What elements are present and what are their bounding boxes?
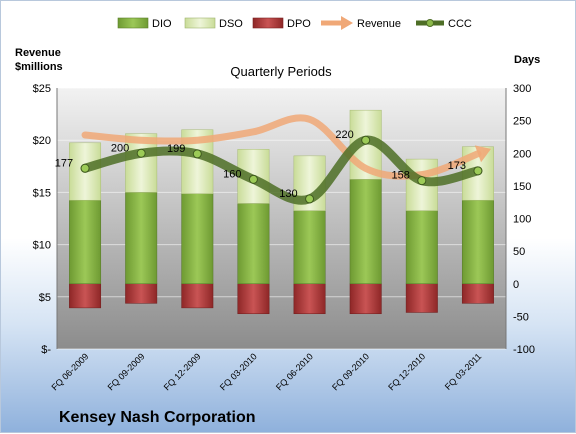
bar-dio (461, 199, 494, 284)
left-axis-title-line2: $millions (15, 61, 63, 73)
bar-dpo (293, 283, 326, 315)
left-tick-label: $10 (33, 240, 51, 252)
ccc-point (473, 166, 483, 176)
legend-swatch-dpo (252, 17, 284, 29)
legend-swatch-dio (117, 17, 149, 29)
legend-label-revenue: Revenue (357, 18, 401, 30)
left-axis-title-line1: Revenue (15, 47, 61, 59)
ccc-data-label: 173 (448, 160, 466, 172)
legend-label-dso: DSO (219, 18, 243, 30)
bars (69, 109, 494, 315)
right-tick-label: -50 (513, 311, 529, 323)
x-tick-label: FQ 06-2010 (274, 351, 315, 392)
left-tick-label: $15 (33, 187, 51, 199)
legend: DIO DSO DPO Revenue CCC (117, 16, 472, 30)
bar-dio (125, 192, 158, 284)
x-tick-label: FQ 09-2010 (330, 351, 371, 392)
chart-title: Quarterly Periods (230, 64, 332, 79)
revenue-arrowhead (474, 145, 492, 163)
bar-dio (237, 203, 270, 284)
left-tick-label: $- (41, 344, 51, 356)
bar-dpo (181, 283, 214, 309)
x-tick-label: FQ 12-2009 (162, 351, 203, 392)
legend-label-ccc: CCC (448, 18, 472, 30)
ccc-point (136, 148, 146, 158)
left-tick-label: $5 (39, 292, 51, 304)
ccc-data-label: 200 (111, 142, 129, 154)
bar-dpo (349, 283, 382, 315)
x-tick-label: FQ 06-2009 (49, 351, 90, 392)
right-tick-label: 100 (513, 214, 531, 226)
bar-dpo (237, 283, 270, 315)
x-tick-label: FQ 03-2010 (218, 351, 259, 392)
right-tick-label: 200 (513, 148, 531, 160)
bar-dio (293, 210, 326, 284)
x-tick-label: FQ 03-2011 (443, 351, 484, 392)
legend-swatch-dso (184, 17, 216, 29)
bar-dpo (461, 283, 494, 304)
right-tick-label: 150 (513, 181, 531, 193)
bar-dio (405, 210, 438, 284)
bar-dpo (69, 283, 102, 309)
x-tick-label: FQ 12-2010 (386, 351, 427, 392)
ccc-point (361, 135, 371, 145)
ccc-point (80, 163, 90, 173)
legend-label-dpo: DPO (287, 18, 311, 30)
ccc-data-label: 177 (55, 157, 73, 169)
plot-area (57, 88, 506, 349)
ccc-data-label: 158 (391, 170, 409, 182)
right-tick-label: 250 (513, 116, 531, 128)
legend-label-dio: DIO (152, 18, 172, 30)
left-tick-label: $25 (33, 83, 51, 95)
right-axis-title: Days (514, 54, 540, 66)
right-tick-label: 300 (513, 83, 531, 95)
ccc-data-label: 199 (167, 143, 185, 155)
ccc-point (192, 149, 202, 159)
ccc-line (80, 135, 483, 205)
right-tick-label: 50 (513, 246, 525, 258)
x-tick-label: FQ 09-2009 (106, 351, 147, 392)
legend-swatch-revenue (321, 16, 353, 30)
ccc-series: 177 200 199 160 130 220 158 173 (55, 129, 483, 205)
ccc-point (305, 194, 315, 204)
right-axis: -100 -50 0 50 100 150 200 250 300 (505, 83, 535, 356)
bar-dio (181, 193, 214, 284)
ccc-point (417, 176, 427, 186)
x-axis: FQ 06-2009 FQ 09-2009 FQ 12-2009 FQ 03-2010… (49, 351, 483, 392)
right-tick-label: -100 (513, 344, 535, 356)
ccc-point (248, 174, 258, 184)
company-name: Kensey Nash Corporation (59, 409, 255, 426)
ccc-data-label: 220 (335, 129, 353, 141)
right-tick-label: 0 (513, 279, 519, 291)
bar-dpo (405, 283, 438, 313)
bar-dpo (125, 283, 158, 304)
bar-dio (349, 179, 382, 285)
left-tick-label: $20 (33, 135, 51, 147)
bar-dio (69, 199, 102, 284)
left-axis: $- $5 $10 $15 $20 $25 (33, 83, 58, 356)
ccc-data-label: 130 (279, 188, 297, 200)
legend-swatch-ccc (416, 19, 444, 27)
ccc-data-label: 160 (223, 168, 241, 180)
